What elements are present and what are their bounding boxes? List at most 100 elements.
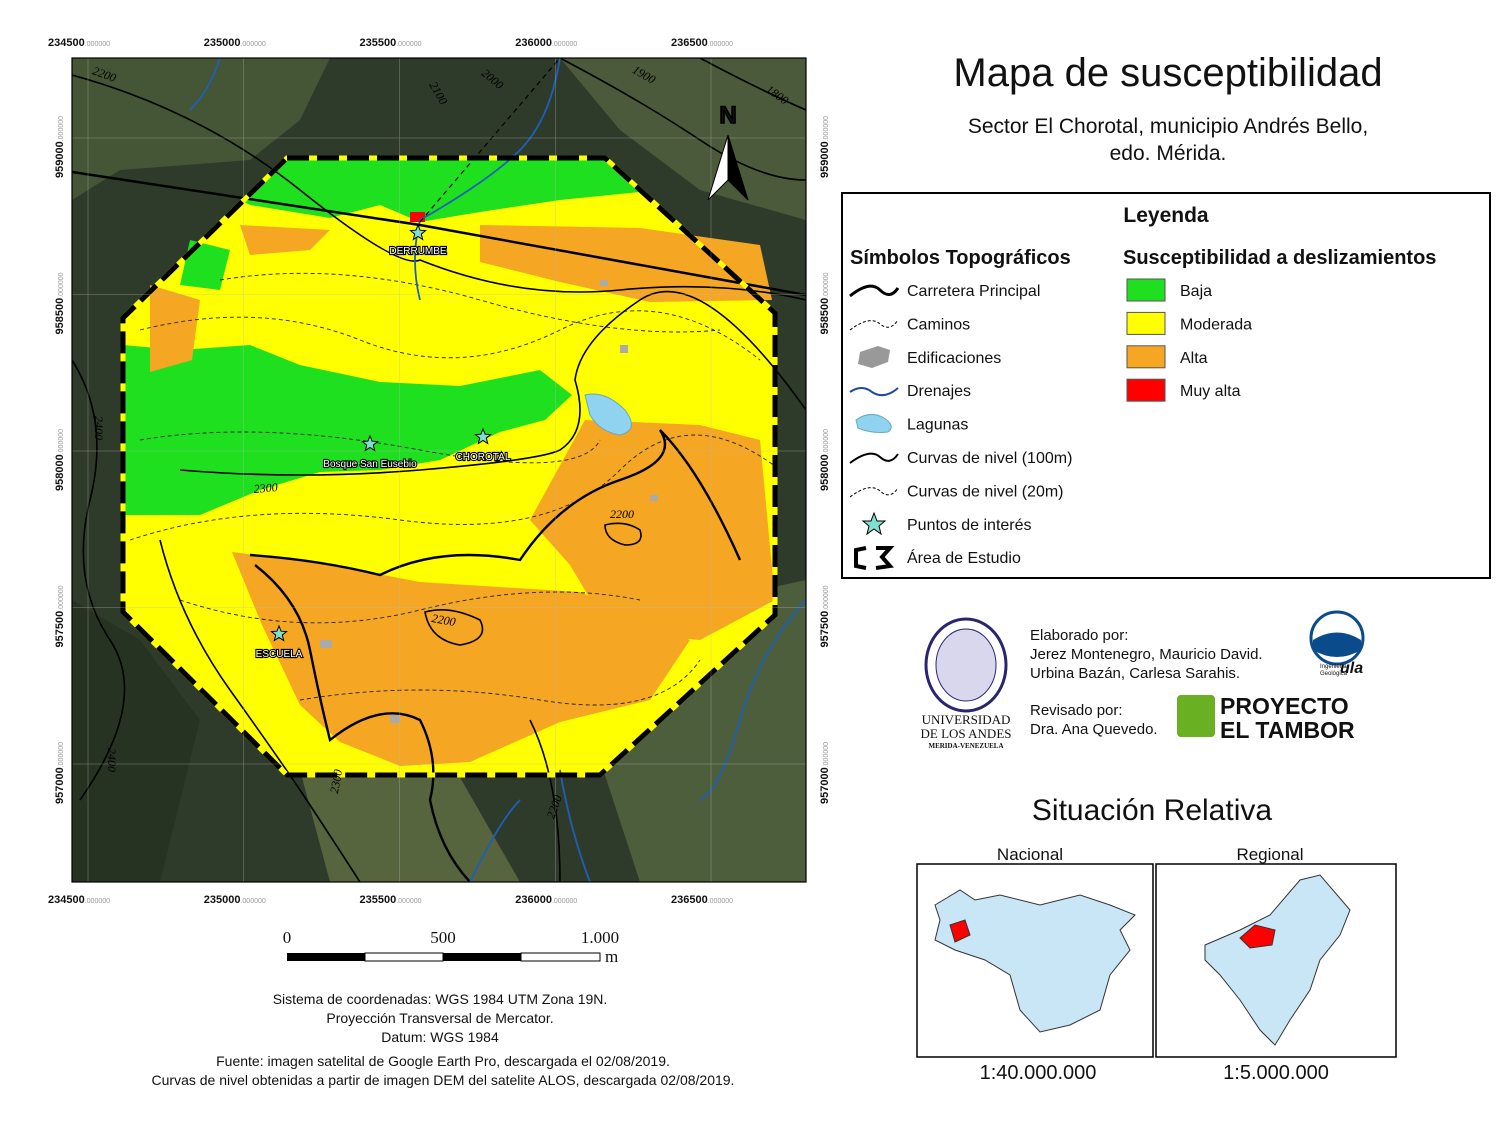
coordinate-fraction: .000000: [85, 898, 110, 905]
coordinate-fraction: .000000: [708, 41, 733, 48]
project-name: PROYECTO: [1220, 693, 1349, 719]
coordinate-main: 236500: [671, 37, 708, 49]
legend-label: Puntos de interés: [907, 517, 1032, 534]
building: [650, 495, 658, 501]
coordinate-fraction: .000000: [552, 898, 577, 905]
coordinate-fraction: .000000: [240, 41, 265, 48]
drainages: [189, 58, 806, 882]
study-area-border: [120, 155, 778, 778]
low-zone: [123, 345, 572, 515]
contour-100m: [72, 74, 806, 301]
map-frame: [71, 57, 807, 883]
contour-100m: [424, 609, 484, 646]
contour-100m: [529, 719, 561, 882]
contours-20m: [129, 272, 781, 706]
coordinate-label: 235500.000000: [360, 894, 422, 906]
symbol-building: [858, 346, 890, 368]
legend-swatch: [1126, 278, 1166, 302]
coordinate-fraction: .000000: [58, 272, 65, 297]
legend-label: Drenajes: [907, 383, 971, 400]
high-zone: [150, 285, 200, 372]
coordinate-main: 234500: [48, 37, 85, 49]
situation-title: Situación Relativa: [1032, 794, 1272, 827]
credit-line: Jerez Montenegro, Mauricio David.: [1030, 646, 1263, 663]
geology-logo-text: Ingeniería: [1320, 664, 1347, 670]
coordinate-fraction: .000000: [708, 898, 733, 905]
coordinate-fraction: .000000: [58, 742, 65, 767]
ula-logo: UNIVERSIDAD DE LOS ANDES MERIDA-VENEZUEL…: [920, 617, 1012, 750]
coordinate-label: 959000.000000: [54, 116, 66, 178]
contour-20m: [139, 310, 761, 361]
coordinate-fraction: .000000: [823, 585, 830, 610]
geology-logo-wave: [1313, 632, 1361, 657]
contours-100m: [72, 58, 806, 882]
subtitle: edo. Mérida.: [1110, 142, 1227, 165]
coordinate-main: 236500: [671, 894, 708, 906]
satellite-patch: [300, 760, 520, 882]
venezuela: [934, 889, 1136, 1033]
main-road: [72, 170, 806, 297]
graticule: [72, 58, 806, 882]
symbol-study-area: [854, 546, 895, 570]
scale-unit: m: [605, 947, 618, 966]
coordinate-main: 958000: [819, 454, 831, 491]
scale-segment: [364, 952, 444, 962]
coordinate-main: 236000: [515, 37, 552, 49]
scale-label: 500: [430, 928, 456, 947]
note: Proyección Transversal de Mercator.: [326, 1010, 553, 1026]
coordinate-fraction: .000000: [58, 116, 65, 141]
tambor-logo: PROYECTO EL TAMBOR: [1177, 693, 1355, 743]
coordinate-fraction: .000000: [396, 41, 421, 48]
coordinate-fraction: .000000: [823, 116, 830, 141]
building: [620, 345, 628, 353]
legend-label: Curvas de nivel (100m): [907, 450, 1072, 467]
project-name: EL TAMBOR: [1220, 717, 1355, 743]
legend-susceptibility: Baja Moderada Alta Muy alta: [1126, 278, 1252, 402]
coordinate-fraction: .000000: [85, 41, 110, 48]
panel-title: Regional: [1236, 845, 1303, 864]
authors: Elaborado por: Jerez Montenegro, Maurici…: [1030, 627, 1263, 738]
contour-100m: [559, 58, 806, 181]
legend-symbols: [849, 284, 900, 570]
coordinate-fraction: .000000: [823, 272, 830, 297]
panel-scale: 1:40.000.000: [980, 1062, 1097, 1084]
coordinate-label: 957000.000000: [819, 742, 831, 804]
lagoon: [584, 393, 632, 436]
credit-line: Urbina Bazán, Carlesa Sarahis.: [1030, 665, 1240, 682]
symbol-contour-100: [849, 452, 899, 464]
coordinate-main: 957500: [54, 611, 66, 648]
symbol-trail: [849, 319, 899, 331]
coordinate-main: 235000: [204, 37, 241, 49]
coordinate-label: 235000.000000: [204, 894, 266, 906]
poi-star: [361, 434, 379, 452]
credit-line: Revisado por:: [1030, 702, 1123, 719]
legend-label: Caminos: [907, 316, 970, 333]
low-zone: [240, 160, 640, 222]
coordinate-fraction: .000000: [552, 41, 577, 48]
contour-100m: [72, 359, 126, 801]
scale-segment: [520, 952, 601, 962]
coordinate-fraction: .000000: [58, 429, 65, 454]
high-zone: [232, 552, 690, 766]
note: Sistema de coordenadas: WGS 1984 UTM Zon…: [273, 991, 608, 1007]
place-label: CHOROTAL: [456, 452, 511, 463]
title: Mapa de susceptibilidad: [953, 51, 1382, 95]
legend-swatch: [1126, 378, 1166, 402]
coordinate-label: 235000.000000: [204, 37, 266, 49]
geology-logo: Ingeniería Geológica ula: [1309, 610, 1365, 677]
north-arrow-right: [727, 134, 749, 201]
coordinate-main: 958000: [54, 454, 66, 491]
legend-swatch: [1126, 311, 1166, 335]
contour-20m: [129, 434, 781, 541]
legend-label: Alta: [1180, 350, 1208, 367]
drainage: [189, 58, 221, 111]
contour-100m: [699, 58, 806, 111]
legend-box: [841, 192, 1491, 579]
tambor-logo-icon: [1177, 695, 1215, 737]
drainage: [699, 599, 806, 801]
coordinate-main: 959000: [54, 141, 66, 178]
contour-100m: [604, 522, 642, 546]
coordinate-fraction: .000000: [58, 585, 65, 610]
coordinate-label: 957000.000000: [54, 742, 66, 804]
